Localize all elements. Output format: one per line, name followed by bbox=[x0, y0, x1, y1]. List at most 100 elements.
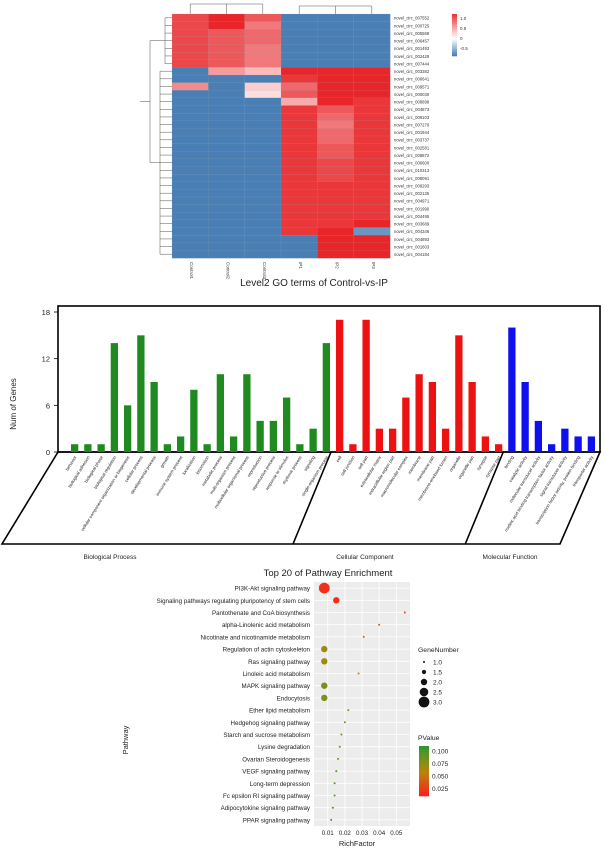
gene-number-legend-label: 2.0 bbox=[433, 680, 442, 687]
heatmap-cell bbox=[353, 219, 391, 228]
heatmap-legend-swatch bbox=[452, 53, 457, 55]
pathway-label: alpha-Linolenic acid metabolism bbox=[222, 622, 310, 629]
heatmap-cell bbox=[353, 59, 391, 68]
pathway-point bbox=[321, 694, 328, 702]
heatmap-cell bbox=[244, 97, 282, 106]
pvalue-legend-label: 0.025 bbox=[432, 786, 449, 793]
heatmap-row-label: novel_circ_008872 bbox=[394, 153, 430, 158]
heatmap-legend-swatch bbox=[452, 35, 457, 37]
go-bar bbox=[150, 382, 158, 452]
heatmap-cell bbox=[208, 36, 246, 45]
heatmap-cell bbox=[244, 52, 282, 61]
heatmap-cell bbox=[244, 67, 282, 76]
pvalue-legend-label: 0.100 bbox=[432, 749, 449, 756]
heatmap-cell bbox=[353, 158, 391, 167]
go-bar-group-labels: Biological Process Cellular Component Mole… bbox=[83, 451, 538, 561]
heatmap-cell bbox=[171, 250, 209, 259]
heatmap-row-label: novel_circ_009571 bbox=[394, 84, 430, 89]
heatmap-cell bbox=[280, 235, 318, 244]
pathway-x-tick: 0.03 bbox=[356, 830, 369, 837]
go-bar bbox=[534, 420, 543, 452]
heatmap-cell bbox=[171, 196, 209, 206]
go-bar bbox=[441, 428, 450, 452]
pathway-label: PI3K-Akt signaling pathway bbox=[235, 586, 311, 593]
gene-number-legend-dot bbox=[419, 687, 429, 697]
pvalue-legend-label: 0.050 bbox=[432, 774, 449, 781]
pvalue-legend-swatch bbox=[419, 768, 429, 771]
heatmap-chart: novel_circ_007552 novel_circ_000725 novel_… bbox=[140, 3, 468, 289]
pvalue-legend-swatch bbox=[419, 748, 429, 751]
heatmap-cell bbox=[317, 181, 355, 190]
heatmap-legend-swatch bbox=[452, 46, 457, 48]
heatmap-cell bbox=[317, 82, 355, 91]
pathway-label: Linoleic acid metabolism bbox=[243, 671, 310, 678]
heatmap-cell bbox=[353, 166, 391, 175]
heatmap-cell bbox=[244, 105, 282, 114]
heatmap-cell bbox=[244, 21, 282, 30]
go-bar bbox=[322, 343, 331, 452]
heatmap-cell bbox=[317, 105, 355, 114]
pathway-point bbox=[338, 745, 341, 748]
heatmap-cell bbox=[353, 181, 391, 190]
heatmap-legend-swatch bbox=[452, 50, 457, 53]
heatmap-cell bbox=[353, 44, 391, 53]
go-bar bbox=[243, 374, 251, 452]
heatmap-cell bbox=[244, 13, 282, 23]
heatmap-cell bbox=[317, 242, 355, 251]
heatmap-legend-swatch bbox=[452, 26, 457, 29]
heatmap-cell bbox=[171, 151, 209, 160]
heatmap-row-label: novel_circ_003737 bbox=[394, 138, 430, 143]
heatmap-cell bbox=[317, 21, 355, 30]
heatmap-legend-swatch bbox=[452, 23, 457, 26]
heatmap-cell bbox=[280, 44, 318, 53]
heatmap-legend-swatch bbox=[452, 47, 457, 50]
go-bar-group-divider bbox=[464, 451, 504, 545]
heatmap-cell bbox=[208, 151, 246, 160]
go-bar-y-label: Num of Genes bbox=[9, 378, 18, 430]
go-bar-y-tick: 18 bbox=[42, 308, 50, 317]
heatmap-cell bbox=[244, 113, 282, 122]
heatmap-cell bbox=[244, 219, 282, 228]
heatmap-cell bbox=[280, 181, 318, 190]
go-bar-x-label: developmental process bbox=[129, 455, 157, 495]
go-bar bbox=[349, 444, 357, 452]
heatmap-cell bbox=[317, 67, 355, 76]
heatmap-legend-tick: -0.5 bbox=[460, 46, 468, 51]
heatmap-cell bbox=[280, 59, 318, 68]
heatmap-legend-tick: 0 bbox=[460, 36, 463, 41]
pvalue-legend-swatch bbox=[419, 784, 429, 787]
gene-number-legend-label: 2.5 bbox=[433, 690, 442, 697]
heatmap-cell bbox=[280, 36, 318, 45]
heatmap-legend-tick: 0.5 bbox=[460, 26, 467, 31]
pvalue-legend-swatch bbox=[419, 792, 429, 795]
heatmap-cell bbox=[317, 166, 355, 175]
heatmap-row-label: novel_circ_004971 bbox=[394, 199, 430, 204]
heatmap-cell bbox=[280, 158, 318, 167]
go-bar-x-label: organelle bbox=[448, 454, 462, 472]
heatmap-cell bbox=[171, 135, 209, 145]
go-bar-group-label: Biological Process bbox=[83, 554, 137, 561]
pathway-legends: GeneNumber 1.0 1.5 2.0 2.5 3.0 PValue 0.100 0.07… bbox=[418, 647, 460, 797]
heatmap-cell bbox=[280, 67, 318, 76]
heatmap-row-label: novel_circ_001990 bbox=[394, 206, 430, 211]
heatmap-cell bbox=[353, 212, 391, 221]
heatmap-cell bbox=[317, 135, 355, 145]
heatmap-cell bbox=[353, 143, 391, 152]
heatmap-legend-swatch bbox=[452, 16, 457, 19]
pathway-label: Lysine degradation bbox=[258, 744, 311, 751]
pathway-label: Ether lipid metabolism bbox=[249, 708, 310, 715]
heatmap-cell bbox=[244, 120, 282, 129]
heatmap-cell bbox=[171, 212, 209, 221]
go-bar bbox=[508, 327, 516, 452]
heatmap-row-label: novel_circ_006641 bbox=[394, 77, 430, 82]
pvalue-legend-swatch bbox=[419, 774, 429, 777]
heatmap-legend-swatch bbox=[452, 39, 457, 41]
heatmap-cell bbox=[244, 181, 282, 190]
pathway-label: MAPK signaling pathway bbox=[242, 683, 311, 690]
heatmap-cell bbox=[317, 204, 355, 213]
gene-number-legend-dot bbox=[421, 669, 427, 675]
heatmap-row-label: novel_circ_009103 bbox=[394, 115, 430, 120]
heatmap-cell bbox=[208, 181, 246, 190]
heatmap-row-label: novel_circ_000725 bbox=[394, 23, 430, 28]
go-bar bbox=[547, 444, 556, 452]
